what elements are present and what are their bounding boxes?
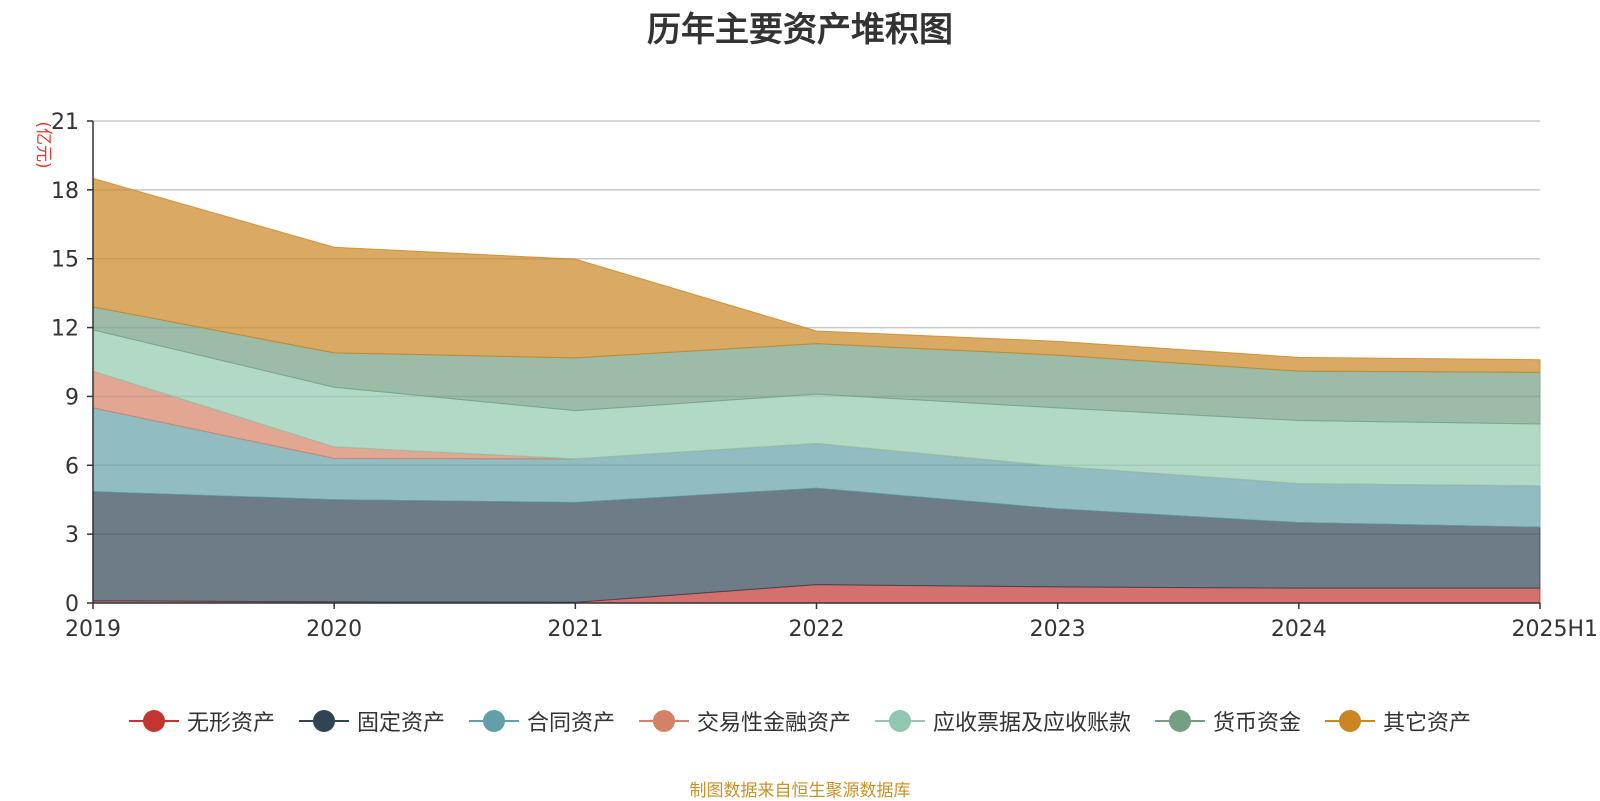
y-tick-label: 6: [65, 454, 79, 479]
legend-label: 固定资产: [356, 711, 445, 736]
x-tick-label: 2022: [789, 617, 845, 642]
legend-item[interactable]: 合同资产: [468, 705, 615, 737]
y-tick-label: 18: [51, 179, 79, 204]
area-series: [92, 177, 1541, 604]
legend-item[interactable]: 其它资产: [1325, 705, 1471, 737]
legend-label: 合同资产: [526, 711, 615, 736]
x-tick-label: 2023: [1030, 617, 1086, 642]
x-tick-label: 2020: [306, 617, 362, 642]
y-tick-label: 12: [51, 317, 79, 342]
y-axis-unit-label: (亿元): [33, 121, 53, 168]
legend-item[interactable]: 应收票据及应收账款: [875, 705, 1131, 737]
y-tick-label: 3: [65, 523, 79, 548]
legend-label: 应收票据及应收账款: [933, 711, 1132, 736]
legend-swatch: [468, 708, 519, 734]
y-tick-label: 9: [65, 385, 79, 410]
chart-title: 历年主要资产堆积图: [647, 10, 953, 50]
y-tick-label: 0: [65, 592, 79, 617]
source-note: 制图数据来自恒生聚源数据库: [689, 781, 911, 801]
x-tick-label: 2024: [1271, 617, 1327, 642]
x-tick-label: 2021: [547, 617, 603, 642]
area-其它资产: [92, 177, 1541, 373]
legend: 无形资产 固定资产 合同资产 交易性金融资产 应收票据及应收账款 货币资金 其它资产: [0, 705, 1600, 737]
legend-item[interactable]: 固定资产: [298, 705, 445, 737]
legend-item[interactable]: 无形资产: [128, 705, 275, 737]
legend-label: 货币资金: [1213, 711, 1302, 736]
y-tick-label: 21: [51, 110, 79, 135]
y-tick-label: 15: [51, 248, 79, 273]
legend-label: 其它资产: [1383, 711, 1472, 736]
legend-label: 交易性金融资产: [696, 711, 851, 736]
legend-item[interactable]: 货币资金: [1155, 705, 1301, 737]
legend-swatch: [638, 708, 689, 734]
axes: 0 3 6 9 12 15 18 21 2019 2020 2021 2022 2023 2024 2025…: [51, 110, 1598, 642]
legend-label: 无形资产: [186, 711, 275, 736]
legend-swatch: [128, 708, 179, 734]
legend-swatch: [298, 708, 349, 734]
x-tick-label: 2019: [65, 617, 121, 642]
legend-swatch: [875, 708, 925, 734]
x-tick-label: 2025H1: [1511, 617, 1598, 642]
legend-swatch: [1325, 708, 1376, 734]
legend-item[interactable]: 交易性金融资产: [638, 705, 851, 737]
legend-swatch: [1155, 708, 1206, 734]
